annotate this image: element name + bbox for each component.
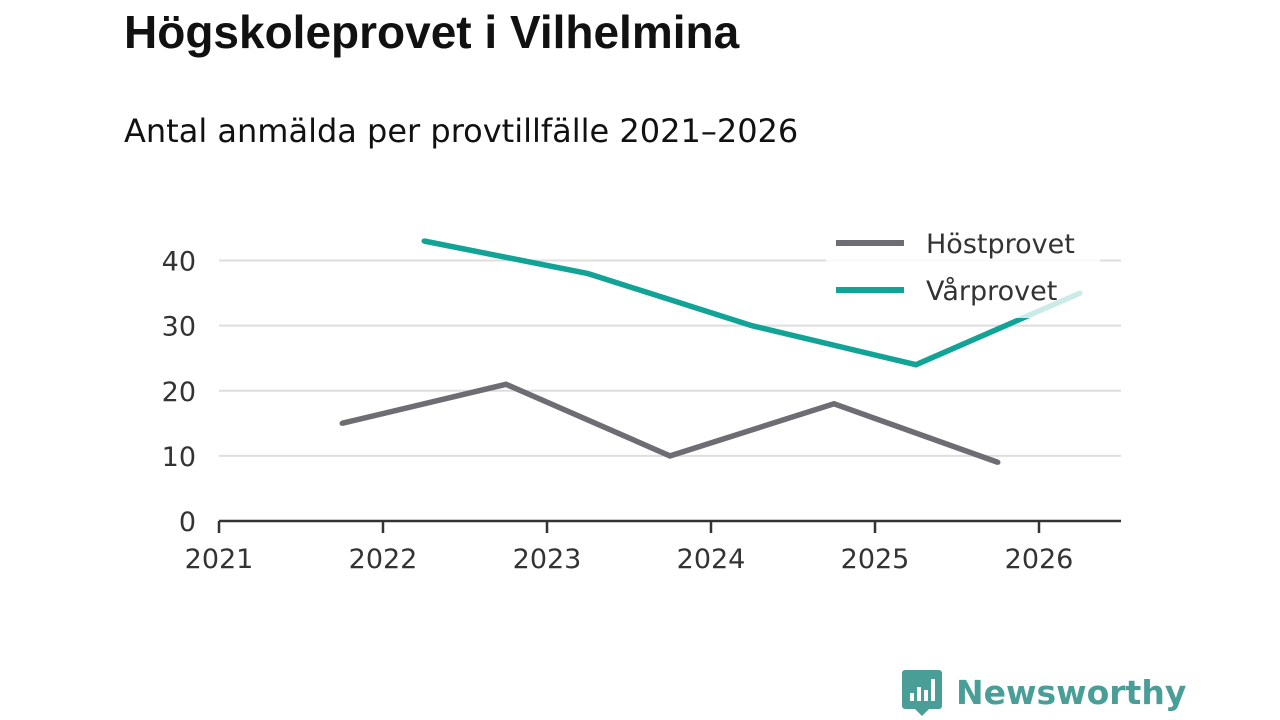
x-tick-label: 2022 bbox=[349, 544, 418, 575]
data-point bbox=[995, 459, 1001, 465]
data-series bbox=[339, 238, 1083, 465]
data-point bbox=[667, 453, 673, 459]
y-tick-label: 10 bbox=[162, 442, 196, 473]
chart-title: Högskoleprovet i Vilhelmina bbox=[124, 6, 740, 58]
data-point bbox=[339, 420, 345, 426]
brand-name: Newsworthy bbox=[956, 673, 1187, 712]
x-tick-label: 2023 bbox=[513, 544, 582, 575]
y-tick-label: 0 bbox=[179, 507, 196, 538]
x-axis: 2021 2022 2023 2024 2025 2026 bbox=[185, 519, 1121, 575]
data-point bbox=[503, 381, 509, 387]
data-point bbox=[585, 271, 591, 277]
legend-label: Höstprovet bbox=[926, 229, 1075, 260]
x-tick-label: 2024 bbox=[677, 544, 746, 575]
y-tick-label: 40 bbox=[162, 247, 196, 278]
y-axis-tick-labels: 0 10 20 30 40 bbox=[162, 247, 196, 538]
series-line-1 bbox=[341, 381, 999, 465]
newsworthy-logo: Newsworthy bbox=[902, 670, 1186, 716]
legend-background bbox=[826, 220, 1100, 318]
x-tick-label: 2021 bbox=[185, 544, 254, 575]
legend-label: Vårprovet bbox=[926, 276, 1057, 307]
data-point bbox=[421, 238, 427, 244]
data-point bbox=[831, 401, 837, 407]
line-chart: 2021 2022 2023 2024 2025 2026 0 10 20 30 40 Höstp… bbox=[161, 220, 1121, 575]
data-point bbox=[913, 362, 919, 368]
x-tick-label: 2026 bbox=[1005, 544, 1074, 575]
bar-chart-speech-bubble-icon bbox=[902, 670, 942, 716]
data-point bbox=[749, 323, 755, 329]
y-tick-label: 20 bbox=[162, 377, 196, 408]
chart-subtitle: Antal anmälda per provtillfälle 2021–202… bbox=[124, 112, 799, 150]
legend: Höstprovet Vårprovet bbox=[826, 220, 1100, 318]
x-tick-label: 2025 bbox=[841, 544, 910, 575]
y-tick-label: 30 bbox=[162, 312, 196, 343]
